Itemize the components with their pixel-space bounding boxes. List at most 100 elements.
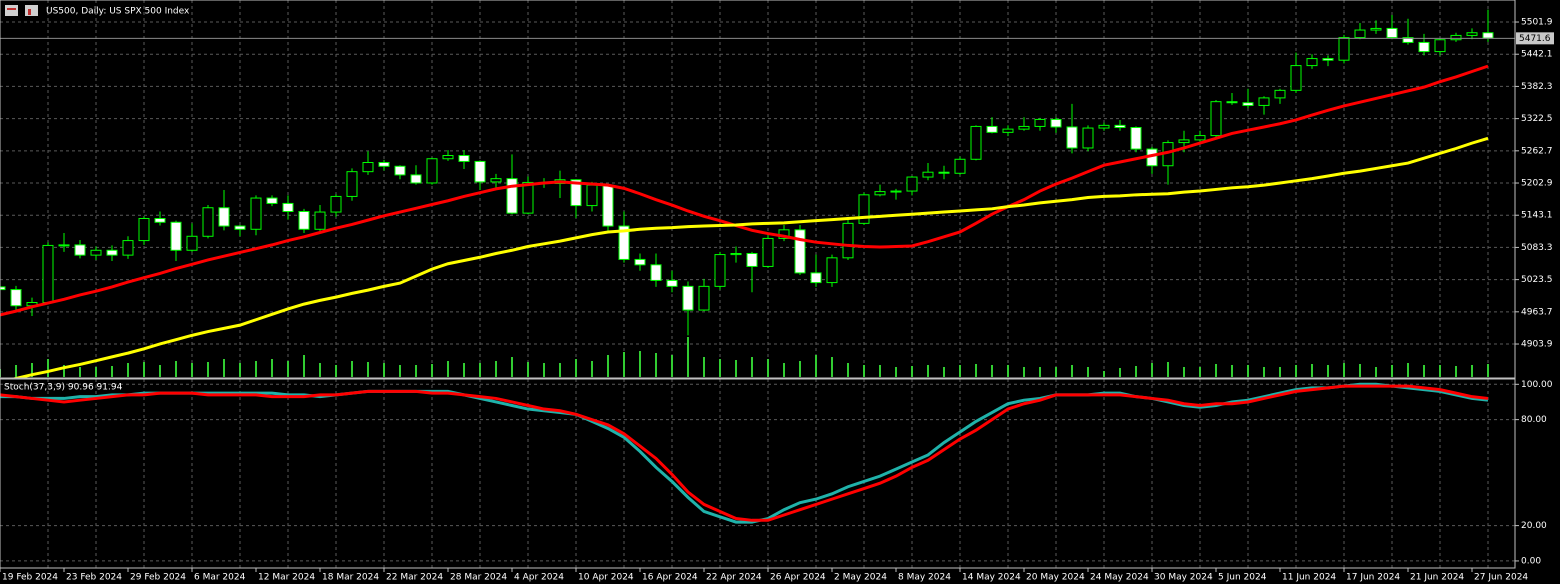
candle-body (218, 207, 230, 227)
candle-body (1418, 41, 1430, 53)
candle-body (1194, 135, 1206, 141)
candle-body (842, 222, 854, 259)
x-tick-label: 27 Jun 2024 (1474, 573, 1528, 583)
candle-body (106, 249, 118, 256)
x-tick-label: 22 Apr 2024 (706, 573, 762, 583)
candle-body (874, 191, 886, 196)
x-tick-label: 5 Jun 2024 (1218, 573, 1267, 583)
candle-body (266, 197, 278, 204)
last-price-box (1516, 32, 1554, 45)
last-price-label: 5471.6 (1519, 34, 1551, 44)
candle-body (618, 225, 630, 260)
candle-body (1354, 29, 1366, 39)
candle-body (906, 176, 918, 192)
x-tick-label: 18 Mar 2024 (322, 573, 379, 583)
candle-body (186, 235, 198, 251)
candle-body (1274, 89, 1286, 99)
main-panel (0, 0, 1515, 378)
candle-body (122, 240, 134, 256)
candle-body (586, 184, 598, 207)
y-tick-label: 5382.3 (1521, 82, 1553, 92)
stoch-panel (0, 379, 1515, 568)
candle-body (1434, 39, 1446, 53)
candle-body (570, 179, 582, 207)
candle-body (938, 171, 950, 174)
moving-average (0, 64, 1489, 317)
x-tick-label: 23 Feb 2024 (66, 573, 122, 583)
y-tick-label: 5083.3 (1521, 243, 1553, 253)
candle-body (1226, 101, 1238, 104)
candle-body (1338, 37, 1350, 61)
candle-body (1002, 128, 1014, 133)
y-tick-label: 100.00 (1521, 380, 1553, 390)
y-tick-label: 5143.1 (1521, 211, 1553, 221)
stoch-line (0, 384, 1489, 522)
candle-body (1258, 97, 1270, 106)
candle-body (74, 244, 86, 256)
x-tick-label: 11 Jun 2024 (1282, 573, 1336, 583)
candle-body (1098, 124, 1110, 129)
candle-body (1018, 125, 1030, 130)
candle-body (90, 249, 102, 256)
candle-body (970, 125, 982, 160)
candle-body (682, 285, 694, 311)
candle-body (1066, 126, 1078, 149)
y-tick-label: 5023.5 (1521, 275, 1553, 285)
candle-body (282, 202, 294, 213)
candle-body (1050, 118, 1062, 128)
menu-icon[interactable] (5, 5, 18, 16)
candle-body (458, 155, 470, 162)
x-tick-label: 2 May 2024 (834, 573, 887, 583)
candle-body (426, 158, 438, 184)
candle-body (234, 225, 246, 230)
stoch-line (0, 382, 1489, 524)
candle-body (650, 264, 662, 281)
candle-body (986, 125, 998, 133)
y-tick-label: 5202.9 (1521, 179, 1553, 189)
candle-body (666, 279, 678, 287)
candle-body (858, 194, 870, 224)
chart-icon[interactable] (25, 5, 38, 16)
candle-body (1242, 102, 1254, 106)
candle-body (58, 244, 70, 247)
candle-body (170, 221, 182, 251)
x-tick-label: 22 Mar 2024 (386, 573, 443, 583)
candle-body (1322, 58, 1334, 61)
y-tick-label: 5442.1 (1521, 50, 1553, 60)
candle-body (1306, 58, 1318, 67)
candle-body (522, 181, 534, 214)
x-tick-label: 28 Mar 2024 (450, 573, 507, 583)
candle-body (394, 165, 406, 176)
x-tick-label: 29 Feb 2024 (130, 573, 186, 583)
candle-body (410, 174, 422, 184)
candle-body (954, 158, 966, 174)
candle-body (474, 160, 486, 183)
candle-body (42, 244, 54, 304)
x-tick-label: 8 May 2024 (898, 573, 951, 583)
candle-body (442, 155, 454, 160)
candle-body (762, 237, 774, 267)
moving-average (11, 136, 1489, 378)
candle-body (506, 178, 518, 214)
candle-body (890, 190, 902, 193)
x-tick-label: 4 Apr 2024 (514, 573, 564, 583)
x-tick-label: 17 Jun 2024 (1346, 573, 1400, 583)
candle-body (794, 229, 806, 274)
stoch-frame (0, 378, 1516, 569)
candle-body (714, 254, 726, 287)
candle-body (810, 272, 822, 284)
candle-body (1386, 27, 1398, 39)
candle-body (1466, 32, 1478, 36)
candle-body (634, 258, 646, 266)
chart-icon-bar (28, 9, 31, 15)
y-tick-label: 20.00 (1521, 521, 1547, 531)
candle-body (138, 218, 150, 242)
y-tick-label: 80.00 (1521, 415, 1547, 425)
candle-body (346, 171, 358, 197)
candle-body (1210, 101, 1222, 137)
candle-body (826, 257, 838, 284)
candle-body (10, 289, 22, 307)
